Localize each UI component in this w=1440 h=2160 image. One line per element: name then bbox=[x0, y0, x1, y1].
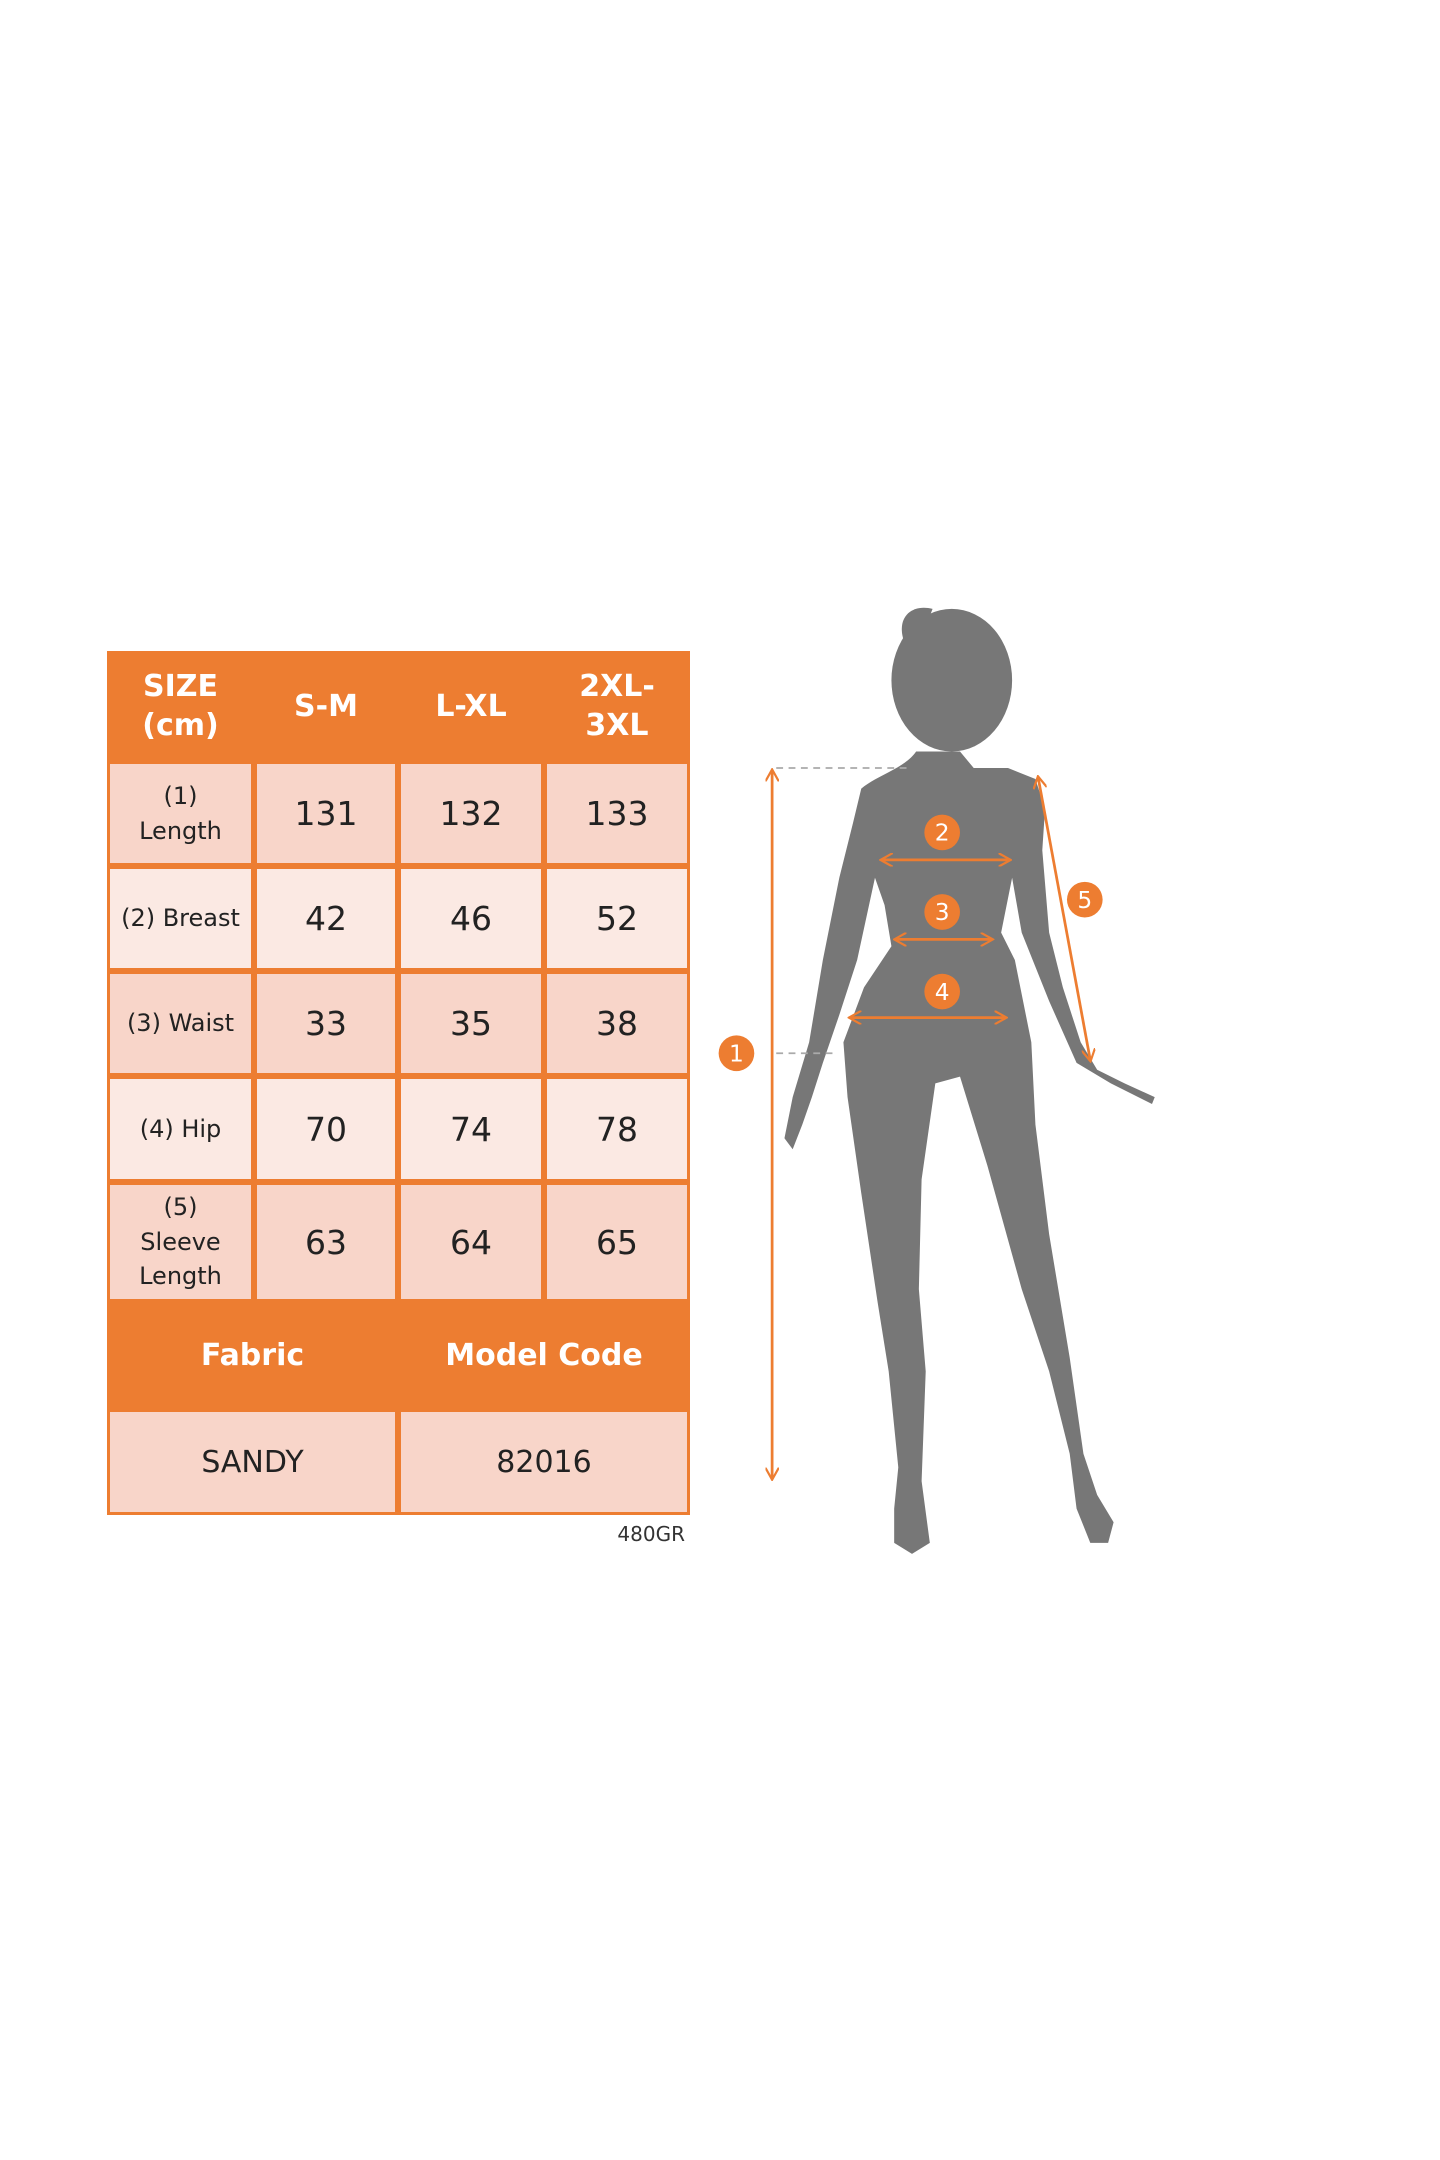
row-label: (1) Length bbox=[110, 764, 251, 863]
sleeve-arrow bbox=[1038, 778, 1090, 1061]
size-value-cell: 78 bbox=[547, 1079, 687, 1179]
size-value-cell: 63 bbox=[257, 1185, 395, 1299]
size-value-cell: 133 bbox=[547, 764, 687, 863]
info-header-cell: Fabric bbox=[200, 1338, 305, 1373]
row-label: (4) Hip bbox=[110, 1079, 251, 1179]
row-label: (2) Breast bbox=[110, 869, 251, 968]
size-table: SIZE (cm) S-M L-XL 2XL- 3XL (1) Length 131 132… bbox=[107, 651, 690, 1515]
size-value-cell: 42 bbox=[257, 869, 395, 968]
marker-1: 1 bbox=[729, 1040, 744, 1067]
size-value-cell: 131 bbox=[257, 764, 395, 863]
row-label: (5) Sleeve Length bbox=[110, 1185, 251, 1299]
header-cell: SIZE (cm) bbox=[142, 669, 219, 743]
size-value-cell: 65 bbox=[547, 1185, 687, 1299]
measurement-arrows bbox=[772, 771, 1090, 1479]
header-cell: S-M bbox=[294, 688, 358, 724]
row-label: (3) Waist bbox=[110, 974, 251, 1073]
size-value-cell: 74 bbox=[401, 1079, 541, 1179]
size-value-cell: 70 bbox=[257, 1079, 395, 1179]
info-header-cell: Model Code bbox=[445, 1338, 643, 1373]
product-code: 480GR bbox=[617, 1522, 685, 1546]
header-cell: L-XL bbox=[435, 688, 507, 724]
marker-4: 4 bbox=[935, 979, 950, 1006]
size-value-cell: 52 bbox=[547, 869, 687, 968]
size-value-cell: 46 bbox=[401, 869, 541, 968]
header-cell: 2XL- 3XL bbox=[579, 669, 655, 743]
info-value-cell: SANDY bbox=[110, 1412, 395, 1512]
marker-2: 2 bbox=[935, 820, 950, 847]
marker-badges: 1 2 3 4 5 bbox=[718, 814, 1103, 1072]
size-value-cell: 64 bbox=[401, 1185, 541, 1299]
info-value-cell: 82016 bbox=[401, 1412, 687, 1512]
size-value-cell: 33 bbox=[257, 974, 395, 1073]
guide-lines bbox=[776, 767, 908, 1055]
marker-5: 5 bbox=[1077, 887, 1092, 914]
size-value-cell: 132 bbox=[401, 764, 541, 863]
size-value-cell: 38 bbox=[547, 974, 687, 1073]
woman-silhouette bbox=[784, 607, 1155, 1554]
size-value-cell: 35 bbox=[401, 974, 541, 1073]
marker-3: 3 bbox=[935, 899, 950, 926]
